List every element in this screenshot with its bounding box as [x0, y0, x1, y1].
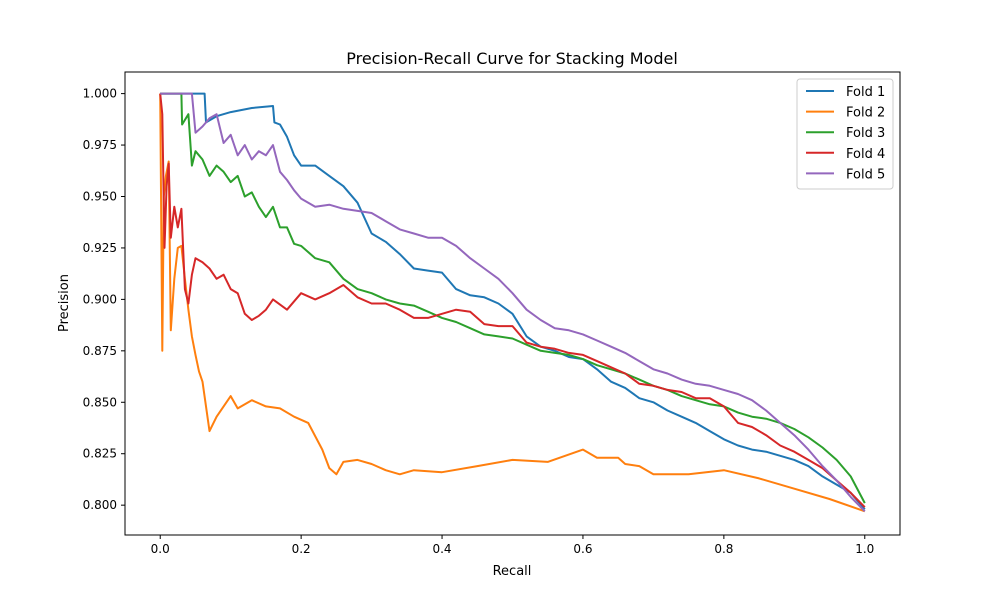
y-tick-label: 0.950 [83, 189, 117, 203]
y-tick-label: 0.850 [83, 395, 117, 409]
x-axis: 0.0 0.2 0.4 0.6 0.8 1.0 [151, 535, 874, 556]
x-tick-label: 0.6 [573, 542, 592, 556]
series-lines [159, 92, 866, 513]
legend-label: Fold 2 [846, 106, 885, 121]
y-tick-label: 0.800 [83, 498, 117, 512]
legend-label: Fold 1 [846, 85, 885, 100]
y-tick-label: 0.975 [83, 138, 117, 152]
legend-label: Fold 3 [846, 126, 885, 141]
y-tick-label: 1.000 [83, 87, 117, 101]
y-axis-title: Precision [57, 274, 72, 332]
series-line-fold-1 [160, 92, 866, 510]
x-tick-label: 0.2 [292, 542, 311, 556]
y-axis: 0.800 0.825 0.850 0.875 0.900 0.925 0.950 0.975… [83, 87, 125, 512]
x-tick-label: 0.0 [151, 542, 170, 556]
x-tick-label: 0.4 [432, 542, 451, 556]
y-tick-label: 0.925 [83, 241, 117, 255]
series-line-fold-5 [160, 92, 866, 512]
legend-label: Fold 4 [846, 147, 885, 162]
x-tick-label: 0.8 [714, 542, 733, 556]
series-line-fold-4 [159, 93, 866, 508]
x-tick-label: 1.0 [855, 542, 874, 556]
chart-title: Precision-Recall Curve for Stacking Mode… [346, 49, 678, 68]
x-axis-title: Recall [493, 564, 532, 579]
series-line-fold-2 [159, 93, 866, 513]
y-tick-label: 0.825 [83, 447, 117, 461]
y-tick-label: 0.875 [83, 344, 117, 358]
legend-label: Fold 5 [846, 167, 885, 182]
y-tick-label: 0.900 [83, 292, 117, 306]
legend-frame [796, 78, 894, 190]
plot-frame [124, 71, 901, 536]
legend: Fold 1 Fold 2 Fold 3 Fold 4 Fold 5 [796, 78, 894, 190]
